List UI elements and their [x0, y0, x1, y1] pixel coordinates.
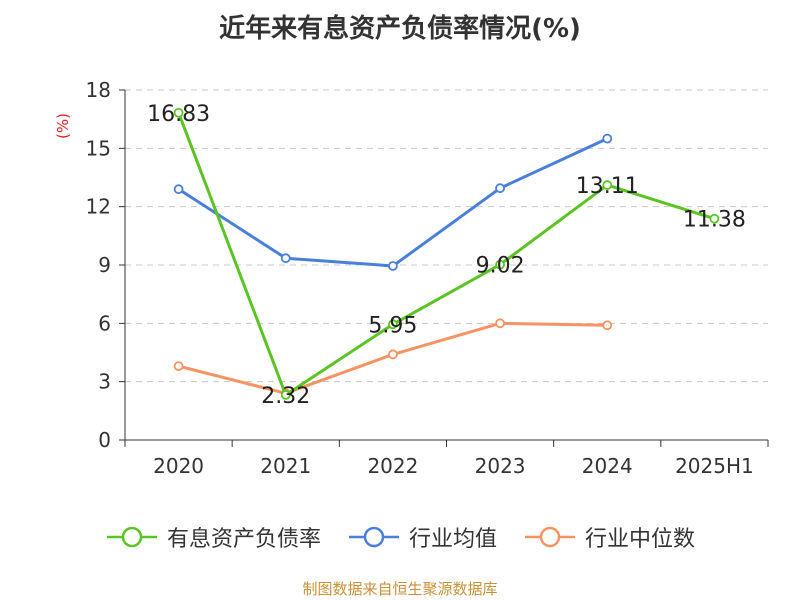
data-point: [495, 259, 505, 270]
data-label: 9.02: [476, 254, 525, 279]
data-point: [602, 320, 613, 331]
data-point: [709, 213, 720, 224]
data-label: 2.32: [261, 384, 310, 409]
data-point: [173, 361, 184, 372]
series-line: [177, 112, 715, 397]
x-tick-label: 2021: [260, 454, 311, 478]
legend-item: 行业均值: [347, 521, 497, 553]
y-tick-label: 18: [86, 78, 111, 102]
y-tick-label: 6: [98, 311, 111, 335]
x-tick-label: 2024: [582, 454, 633, 478]
y-tick-label: 15: [86, 136, 111, 160]
legend-label: 行业中位数: [585, 527, 696, 552]
series-lines: [173, 107, 720, 400]
data-label: 5.95: [368, 313, 417, 338]
data-labels: 16.83 2.32 5.95 9.02 13.11 11.38: [147, 102, 746, 409]
y-tick-label: 0: [98, 428, 111, 452]
y-tick-label: 9: [98, 253, 111, 277]
legend-label: 有息资产负债率: [166, 527, 321, 552]
data-point: [495, 183, 505, 194]
line-chart: 0 3 6 9 12 15 18 2020 2021 2022 2023 2024 2025H1 16.…: [54, 78, 769, 478]
data-point: [388, 261, 398, 271]
x-tick-label: 2022: [367, 454, 418, 478]
data-point: [173, 107, 184, 118]
legend-label: 行业均值: [408, 527, 497, 552]
legend-line-icon: [348, 526, 399, 548]
series-line: [177, 137, 608, 268]
data-point: [602, 180, 613, 190]
data-label: 13.11: [576, 174, 639, 199]
data-point: [495, 318, 505, 329]
x-tick-label: 2025H1: [675, 454, 754, 478]
legend-line-icon: [106, 526, 157, 548]
x-tick-label: 2020: [153, 454, 204, 478]
grid-lines: [125, 89, 768, 383]
chart-title: 近年来有息资产负债率情况(%): [219, 14, 581, 44]
data-point: [388, 349, 398, 360]
data-label: 11.38: [683, 208, 746, 233]
data-point: [388, 319, 398, 330]
x-tick-label: 2023: [475, 454, 526, 478]
y-tick-label: 12: [86, 195, 111, 219]
legend-line-icon: [525, 526, 575, 548]
axes: 0 3 6 9 12 15 18 2020 2021 2022 2023 2024 2025H1: [86, 78, 769, 478]
y-tick-label: 3: [98, 370, 111, 394]
data-point: [173, 184, 184, 195]
legend-item: 行业中位数: [523, 521, 695, 553]
y-axis-label: (%): [54, 113, 72, 139]
data-point: [602, 133, 613, 144]
data-point: [280, 389, 291, 400]
data-point: [280, 253, 291, 264]
data-label: 16.83: [147, 102, 210, 127]
source-note: 制图数据来自恒生聚源数据库: [302, 580, 498, 598]
legend: 有息资产负债率 行业均值 行业中位数: [0, 520, 800, 554]
legend-item: 有息资产负债率: [105, 521, 321, 553]
